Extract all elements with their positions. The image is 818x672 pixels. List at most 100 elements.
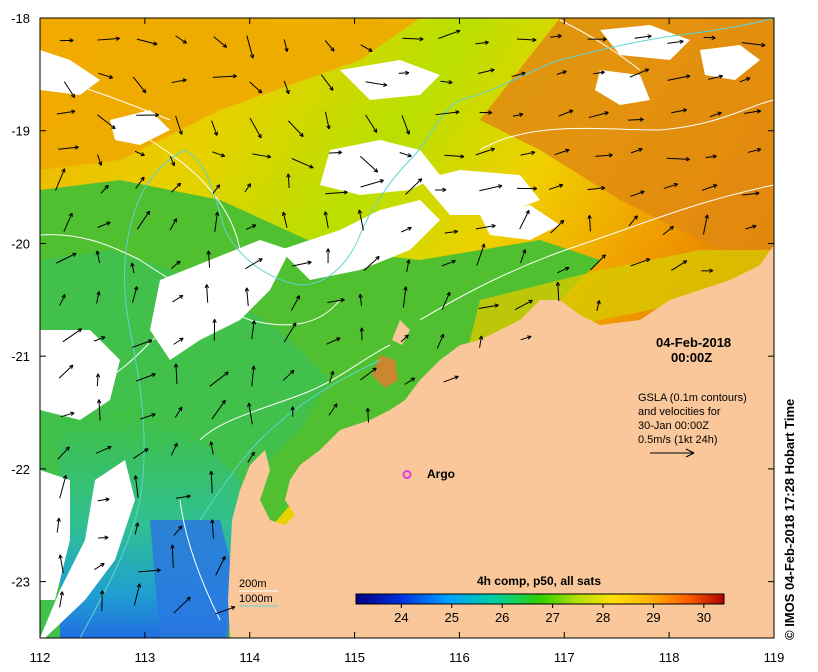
scale-arrow	[650, 448, 695, 458]
velocity-arrow	[252, 153, 272, 159]
velocity-arrow	[444, 229, 459, 234]
velocity-arrow	[133, 448, 149, 459]
velocity-arrow	[172, 294, 184, 303]
velocity-arrow	[212, 74, 237, 79]
velocity-arrow	[93, 336, 106, 342]
velocity-arrow	[406, 259, 411, 273]
velocity-arrow	[323, 211, 329, 229]
velocity-arrow	[283, 39, 289, 53]
velocity-arrow	[133, 583, 142, 606]
lat-tick-label: -20	[11, 236, 30, 251]
velocity-arrow	[211, 399, 226, 420]
velocity-arrow	[511, 71, 526, 78]
velocity-arrow	[136, 210, 151, 230]
velocity-arrow	[701, 268, 714, 273]
velocity-arrow	[97, 114, 116, 130]
velocity-arrow	[286, 173, 291, 189]
velocity-arrow	[132, 286, 139, 303]
velocity-arrow	[97, 154, 103, 166]
velocity-arrow	[136, 38, 158, 46]
velocity-arrow	[476, 243, 486, 266]
velocity-arrow	[555, 281, 561, 302]
velocity-arrow	[96, 399, 102, 421]
velocity-arrow	[402, 36, 424, 42]
velocity-arrow	[173, 363, 179, 384]
velocity-arrow	[741, 42, 766, 48]
velocity-arrow	[590, 254, 606, 271]
velocity-arrow	[247, 402, 253, 425]
velocity-arrow	[404, 377, 416, 385]
velocity-arrow	[520, 249, 527, 264]
velocity-arrow	[548, 183, 564, 190]
velocity-arrow	[667, 39, 684, 44]
colorbar-tick-label: 25	[445, 610, 459, 625]
velocity-arrow	[59, 474, 68, 499]
velocity-arrow	[175, 494, 191, 499]
velocity-arrow	[550, 219, 565, 234]
velocity-arrow	[212, 151, 226, 158]
velocity-arrow	[204, 284, 210, 303]
lat-tick-label: -23	[11, 575, 30, 590]
velocity-arrow	[517, 37, 537, 43]
date-title: 04-Feb-2018	[656, 335, 731, 350]
velocity-arrow	[209, 441, 214, 455]
velocity-arrow	[288, 120, 304, 138]
velocity-arrow	[135, 373, 156, 382]
velocity-arrow	[630, 147, 643, 154]
velocity-arrow	[58, 364, 74, 379]
velocity-arrow	[206, 250, 211, 268]
velocity-arrow	[324, 111, 331, 130]
velocity-arrow	[63, 212, 73, 232]
velocity-arrow	[326, 337, 341, 345]
velocity-arrow	[60, 411, 75, 418]
lon-tick-label: 116	[449, 650, 470, 665]
longitude-axis: 112 113 114 115 116 117 118 119	[30, 18, 784, 665]
velocity-arrow	[360, 179, 384, 188]
velocity-arrow	[328, 403, 338, 416]
velocity-arrow	[281, 211, 288, 228]
velocity-arrow	[556, 70, 567, 75]
colorbar-ticks: 24 25 26 27 28 29 30	[394, 604, 711, 625]
velocity-arrow	[58, 554, 64, 574]
velocity-arrow	[282, 369, 295, 381]
velocity-arrow	[360, 44, 373, 52]
velocity-arrow	[212, 184, 221, 194]
velocity-arrow	[705, 154, 717, 159]
lon-tick-label: 114	[239, 650, 260, 665]
velocity-arrow	[96, 291, 101, 304]
velocity-arrow	[739, 77, 751, 83]
velocity-arrow	[251, 365, 256, 387]
velocity-arrow	[329, 370, 335, 383]
velocity-arrow	[436, 333, 445, 349]
velocity-arrow	[365, 81, 388, 87]
lat-tick-label: -21	[11, 349, 30, 364]
velocity-arrow	[324, 40, 335, 52]
velocity-arrow	[630, 258, 651, 267]
velocity-arrow	[173, 337, 184, 345]
velocity-arrow	[401, 115, 410, 135]
velocity-arrow	[291, 158, 314, 169]
colorbar	[355, 593, 725, 605]
velocity-arrow	[587, 37, 607, 42]
velocity-arrow	[358, 293, 363, 306]
velocity-arrow	[550, 34, 562, 39]
velocity-arrow	[709, 111, 722, 118]
velocity-arrow	[213, 36, 228, 48]
colorbar-tick-label: 27	[545, 610, 559, 625]
velocity-arrow	[441, 291, 451, 310]
lon-tick-label: 115	[344, 650, 365, 665]
velocity-arrow	[520, 150, 536, 156]
velocity-arrow	[169, 156, 176, 167]
velocity-arrow	[401, 226, 412, 233]
velocity-arrow	[703, 35, 716, 40]
credit-text: © IMOS 04-Feb-2018 17:28 Hobart Time	[782, 398, 797, 640]
velocity-arrow	[595, 153, 613, 158]
velocity-arrow	[209, 371, 229, 387]
velocity-arrow	[435, 110, 460, 116]
velocity-arrow	[136, 112, 160, 118]
velocity-arrow	[138, 568, 161, 573]
velocity-arrow	[475, 40, 489, 45]
depth-200m-label: 200m	[239, 578, 267, 590]
velocity-arrow	[247, 451, 255, 463]
